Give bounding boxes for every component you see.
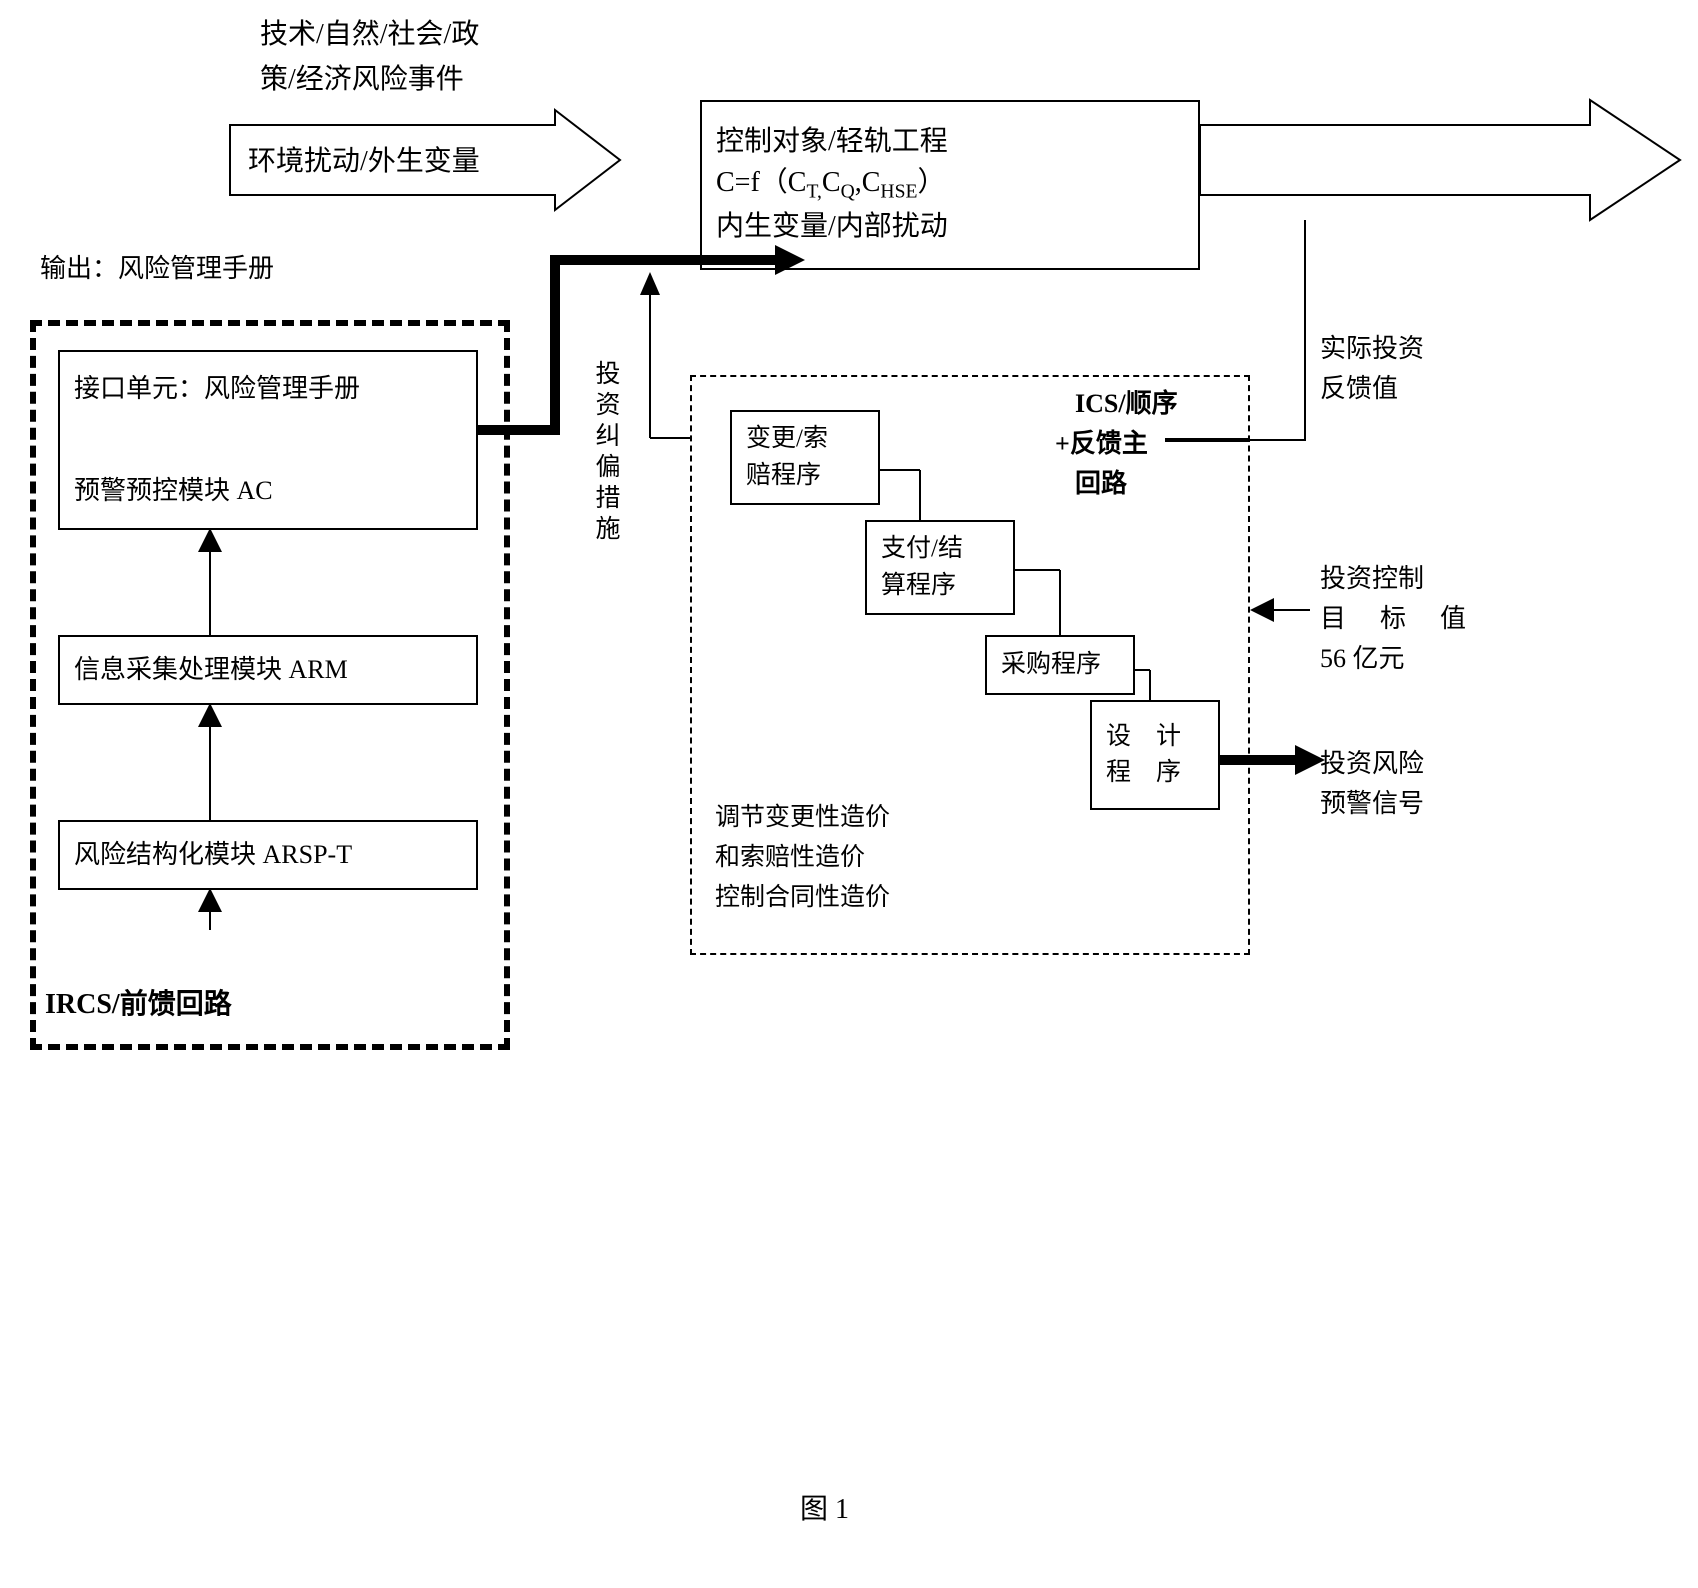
- ics-step-change-claim: 变更/索 赔程序: [730, 410, 880, 505]
- warning-l1: 投资风险: [1320, 745, 1424, 783]
- ics-title-l1: ICS/顺序: [1075, 385, 1178, 423]
- ircs-module1-line2: 预警预控模块 AC: [74, 472, 462, 510]
- ics-step4-l1: 设 计: [1106, 719, 1204, 755]
- ircs-module-ac: 接口单元：风险管理手册 预警预控模块 AC: [58, 350, 478, 530]
- ics-title-l2: +反馈主: [1055, 425, 1148, 463]
- ics-title-l3: 回路: [1075, 465, 1127, 503]
- target-l2: 目 标 值: [1320, 600, 1470, 638]
- ics-step2-l1: 支付/结: [881, 531, 999, 567]
- output-label: 输出：风险管理手册: [40, 250, 274, 288]
- control-line2: C=f（CT,CQ,CHSE）: [716, 163, 1184, 207]
- warning-l2: 预警信号: [1320, 785, 1424, 823]
- env-disturbance-label: 环境扰动/外生变量: [248, 142, 480, 183]
- ircs-module2-text: 信息采集处理模块 ARM: [74, 651, 462, 689]
- ics-step1-l1: 变更/索: [746, 421, 864, 457]
- figure-label: 图 1: [800, 1490, 849, 1531]
- actual-feedback-l2: 反馈值: [1320, 370, 1398, 408]
- ics-step3-text: 采购程序: [1001, 647, 1119, 683]
- ircs-title: IRCS/前馈回路: [45, 985, 232, 1026]
- control-object-box: 控制对象/轻轨工程 C=f（CT,CQ,CHSE） 内生变量/内部扰动: [700, 100, 1200, 270]
- ics-note-l3: 控制合同性造价: [715, 880, 890, 916]
- control-line1: 控制对象/轻轨工程: [716, 122, 1184, 163]
- control-line3: 内生变量/内部扰动: [716, 207, 1184, 248]
- target-l1: 投资控制: [1320, 560, 1424, 598]
- ircs-module1-line1: 接口单元：风险管理手册: [74, 370, 462, 408]
- ics-step-payment: 支付/结 算程序: [865, 520, 1015, 615]
- ics-note-l1: 调节变更性造价: [715, 800, 890, 836]
- actual-feedback-l1: 实际投资: [1320, 330, 1424, 368]
- ics-step1-l2: 赔程序: [746, 458, 864, 494]
- ics-step2-l2: 算程序: [881, 568, 999, 604]
- ics-step-procurement: 采购程序: [985, 635, 1135, 695]
- ircs-module3-text: 风险结构化模块 ARSP-T: [74, 836, 462, 874]
- top-risk-types-line1: 技术/自然/社会/政: [260, 15, 479, 56]
- corrective-measures-label: 投资纠偏措施: [585, 360, 625, 700]
- ircs-module-arm: 信息采集处理模块 ARM: [58, 635, 478, 705]
- ics-step4-l2: 程 序: [1106, 755, 1204, 791]
- target-l3: 56 亿元: [1320, 640, 1405, 678]
- ircs-module-arsp-t: 风险结构化模块 ARSP-T: [58, 820, 478, 890]
- ics-step-design: 设 计 程 序: [1090, 700, 1220, 810]
- ics-note-l2: 和索赔性造价: [715, 840, 865, 876]
- top-risk-types-line2: 策/经济风险事件: [260, 60, 464, 101]
